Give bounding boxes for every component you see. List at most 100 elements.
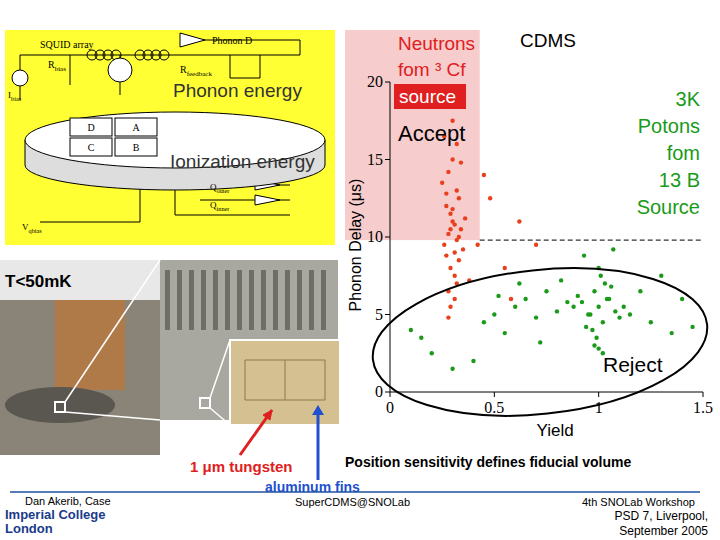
x-tick-label: 1.5 (693, 399, 713, 416)
neutron-source-label: source (399, 86, 456, 107)
caption: Position sensitivity defines fiducial vo… (345, 454, 632, 470)
point (534, 243, 538, 247)
neutron-label: fom ³ Cf (398, 59, 466, 80)
point (475, 243, 479, 247)
point (544, 289, 548, 293)
point (442, 243, 446, 247)
squid (108, 58, 132, 82)
sensor-pattern (249, 270, 254, 330)
footer-author: Dan Akerib, Case (25, 495, 111, 507)
point (448, 227, 452, 231)
point (452, 250, 456, 254)
r-feedback-label-sub: feedback (187, 70, 213, 78)
fins-arrow (317, 410, 320, 480)
point (452, 297, 456, 301)
footer-rule (10, 491, 700, 493)
point (448, 212, 452, 216)
point (613, 309, 617, 313)
y-tick-label: 20 (367, 73, 383, 90)
point (605, 297, 609, 301)
point (409, 328, 413, 332)
point (446, 232, 450, 236)
y-tick (385, 237, 390, 238)
event-line: PSD 7, Liverpool, (615, 509, 708, 523)
logo-line: London (5, 521, 53, 536)
photon-label: 13 B (659, 169, 700, 191)
point (517, 219, 521, 223)
photon-label: Potons (638, 115, 700, 137)
point (638, 289, 642, 293)
background (0, 0, 720, 540)
detector-photo (0, 260, 160, 455)
amplifier (255, 195, 280, 205)
y-tick (385, 392, 390, 393)
quadrant-label: B (133, 142, 140, 153)
q-outer-label: Qouter (210, 182, 230, 194)
point (444, 204, 448, 208)
v-qbias-label-sub: qbias (29, 227, 43, 234)
point (559, 278, 563, 282)
photon-label: 3K (676, 88, 701, 110)
point (444, 191, 448, 195)
y-tick-label: 5 (375, 306, 383, 323)
arrow-head (312, 405, 324, 415)
sensor-pattern (165, 270, 170, 330)
point (588, 312, 592, 316)
x-tick (703, 392, 704, 397)
point (452, 222, 456, 226)
point (534, 315, 538, 319)
point (446, 315, 450, 319)
point (463, 216, 467, 220)
x-tick (390, 392, 391, 397)
r-bias-label-sub: bias (55, 65, 67, 73)
point (601, 320, 605, 324)
sensor-pattern (201, 270, 206, 330)
point (617, 315, 621, 319)
circuit-diagram: DACBSQUID arrayPhonon DRfeedbackRbiasIbi… (5, 30, 335, 245)
footer-center: SuperCDMS@SNOLab (295, 496, 410, 508)
point (450, 157, 454, 161)
i-bias-label: Ibias (8, 90, 22, 102)
point (670, 331, 674, 335)
sensor-pattern (285, 270, 290, 330)
sensor-pattern (189, 270, 194, 330)
detector-tower (55, 300, 125, 390)
q-outer-label-sub: outer (217, 187, 231, 194)
logo-line: Imperial College (5, 507, 105, 522)
point (580, 300, 584, 304)
source-box (394, 84, 466, 109)
accept-label: Accept (398, 121, 465, 146)
point (592, 343, 596, 347)
point (611, 247, 615, 251)
quadrant-label: A (132, 122, 140, 133)
point (596, 346, 600, 350)
point (594, 336, 598, 340)
point (503, 331, 507, 335)
ionization-energy-label: Ionization energy (170, 151, 315, 172)
photon-label: Source (637, 196, 700, 218)
squid-label: SQUID array (40, 39, 94, 50)
zoom-box (55, 402, 65, 412)
photon-label: fom (667, 142, 700, 164)
zoom-box (200, 398, 210, 408)
slide: DACBSQUID arrayPhonon DRfeedbackRbiasIbi… (0, 0, 720, 540)
point (492, 312, 496, 316)
point (603, 281, 607, 285)
y-tick (385, 82, 390, 83)
point (452, 274, 456, 278)
inset-pattern (245, 360, 325, 400)
diagram-panel (5, 30, 335, 245)
point (448, 266, 452, 270)
tungsten-label: 1 μm tungsten (190, 458, 293, 475)
y-tick-label: 0 (375, 383, 383, 400)
y-tick (385, 159, 390, 160)
cut-line (480, 240, 703, 241)
reject-region (365, 253, 714, 431)
point (596, 305, 600, 309)
sensor-pattern (177, 270, 182, 330)
point (659, 274, 663, 278)
point (430, 351, 434, 355)
quadrant (70, 118, 112, 136)
y-axis-label: Phonon Delay (μs) (347, 179, 364, 312)
x-tick-label: 0.5 (484, 399, 504, 416)
